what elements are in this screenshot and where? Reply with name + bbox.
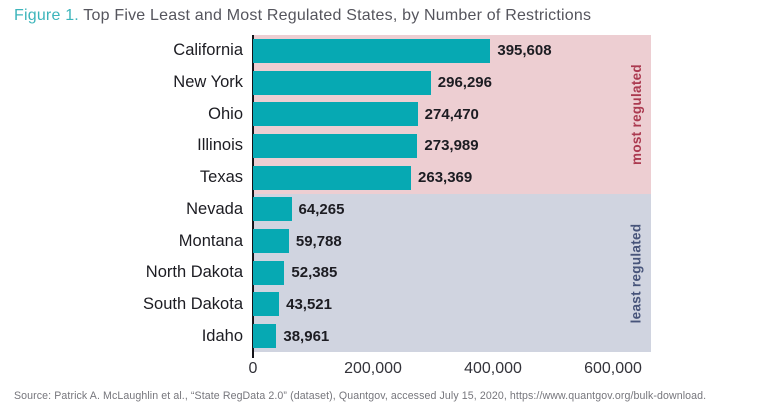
bar-rows: California 395,608 New York 296,296 Ohio 274,… [0, 35, 768, 352]
bar-value-label: 263,369 [418, 169, 473, 187]
bar-value-label: 64,265 [298, 200, 345, 218]
bar-area: 52,385 [253, 257, 337, 289]
bar [253, 229, 289, 254]
state-label: Illinois [197, 136, 243, 155]
bar-value-label: 38,961 [283, 327, 330, 345]
bar-row: California 395,608 [0, 35, 768, 67]
bar [253, 165, 412, 190]
x-axis: 0 200,000 400,000 600,000 [0, 360, 768, 382]
x-axis-tick-label: 200,000 [344, 360, 402, 377]
bar [253, 38, 491, 63]
bar-row: New York 296,296 [0, 67, 768, 99]
bar-area: 395,608 [253, 35, 552, 67]
bar-value-label: 296,296 [437, 74, 492, 92]
bar-row: South Dakota 43,521 [0, 289, 768, 321]
bar [253, 197, 292, 222]
bar [253, 292, 280, 317]
bar-chart-plot-area: California 395,608 New York 296,296 Ohio 274,… [0, 35, 768, 358]
bar-value-label: 273,989 [424, 137, 479, 155]
bar-area: 296,296 [253, 67, 492, 99]
x-axis-tick-label: 0 [248, 360, 258, 377]
bar [253, 260, 285, 285]
bar-row: Texas 263,369 [0, 162, 768, 194]
bar-area: 59,788 [253, 225, 342, 257]
y-axis-line [252, 35, 254, 358]
x-axis-tick-label: 600,000 [584, 360, 642, 377]
bar-area: 64,265 [253, 194, 344, 226]
least-regulated-band [253, 194, 651, 352]
state-label: California [173, 41, 243, 60]
bar-row: Ohio 274,470 [0, 98, 768, 130]
figure-number-label: Figure 1. [14, 7, 79, 24]
bar-area: 38,961 [253, 320, 329, 352]
bar-row: Illinois 273,989 [0, 130, 768, 162]
state-label: Texas [199, 168, 243, 187]
x-axis-tick-label: 400,000 [464, 360, 522, 377]
source-note: Source: Patrick A. McLaughlin et al., “S… [14, 390, 707, 402]
state-label: Idaho [201, 326, 243, 345]
state-label: New York [173, 73, 243, 92]
bar-row: Nevada 64,265 [0, 194, 768, 226]
bar-area: 273,989 [253, 130, 479, 162]
figure-title: Figure 1. Top Five Least and Most Regula… [14, 7, 591, 25]
least-regulated-group-label: least regulated [628, 223, 644, 323]
bar-value-label: 52,385 [291, 264, 338, 282]
most-regulated-group-label: most regulated [628, 64, 644, 165]
bar-row: Idaho 38,961 [0, 320, 768, 352]
bar-area: 43,521 [253, 289, 332, 321]
state-label: Montana [178, 231, 243, 250]
bar-value-label: 59,788 [295, 232, 342, 250]
state-label: North Dakota [145, 263, 243, 282]
state-label: South Dakota [143, 294, 243, 313]
bar-row: North Dakota 52,385 [0, 257, 768, 289]
bar [253, 324, 277, 349]
state-label: Nevada [186, 199, 243, 218]
bar-value-label: 43,521 [286, 295, 332, 313]
bar-value-label: 274,470 [424, 105, 479, 123]
bar [253, 133, 418, 158]
bar [253, 102, 418, 127]
bar-row: Montana 59,788 [0, 225, 768, 257]
bar-value-label: 395,608 [497, 42, 552, 60]
bar-area: 263,369 [253, 162, 472, 194]
state-label: Ohio [208, 104, 243, 123]
bar-area: 274,470 [253, 98, 479, 130]
bar [253, 70, 431, 95]
figure-title-text: Top Five Least and Most Regulated States… [78, 7, 592, 24]
